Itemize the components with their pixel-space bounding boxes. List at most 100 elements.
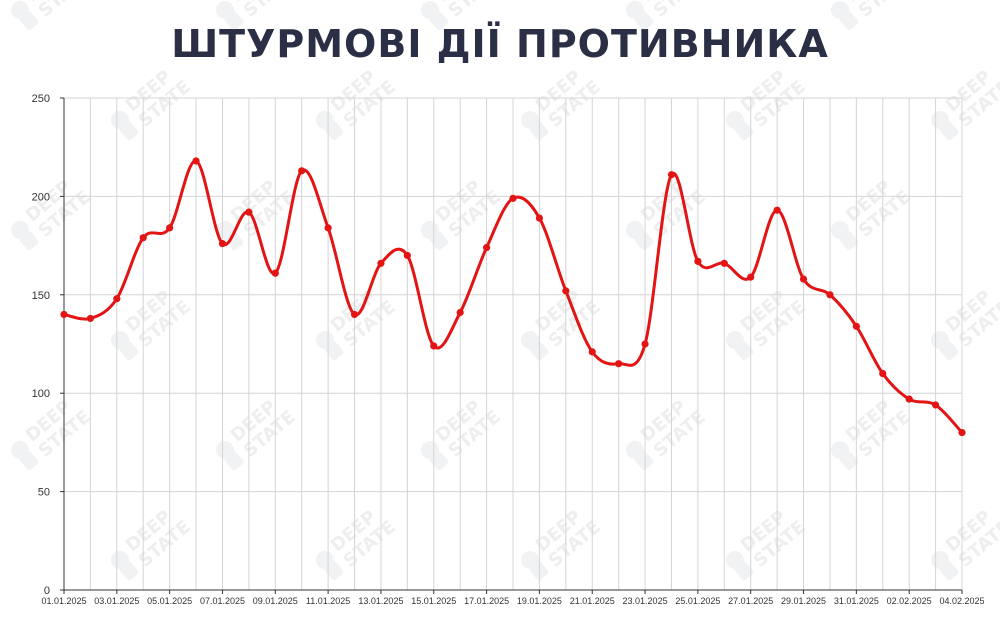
watermark-icon xyxy=(111,111,129,129)
y-tick-label: 50 xyxy=(38,487,50,499)
watermark-icon xyxy=(421,441,439,459)
watermark-icon-body xyxy=(324,561,344,581)
data-point xyxy=(139,234,147,242)
x-tick-label: 17.01.2025 xyxy=(464,596,509,606)
data-point xyxy=(905,395,913,403)
data-point xyxy=(615,360,623,368)
watermark-icon-body xyxy=(429,451,449,471)
watermark-icon-body xyxy=(19,451,39,471)
watermark-icon xyxy=(316,551,334,569)
data-point xyxy=(562,287,570,295)
data-point xyxy=(879,369,887,378)
watermark-icon-body xyxy=(939,341,959,361)
watermark-icon xyxy=(521,551,539,569)
y-tick-label: 0 xyxy=(44,585,50,597)
watermark-icon xyxy=(316,331,334,349)
y-tick-label: 200 xyxy=(32,191,50,203)
watermark-icon xyxy=(626,221,644,239)
data-point xyxy=(192,157,200,165)
watermark-icon xyxy=(11,1,29,19)
data-point xyxy=(86,314,95,323)
watermark-icon xyxy=(521,331,539,349)
x-tick-label: 11.01.2025 xyxy=(306,596,350,606)
y-tick-label: 250 xyxy=(32,93,50,105)
watermark-icon xyxy=(316,111,334,129)
watermark-icon-body xyxy=(939,561,959,581)
x-tick-label: 23.01.2025 xyxy=(623,596,668,606)
watermark-icon-body xyxy=(734,341,754,361)
watermark-text: STATE xyxy=(35,0,95,22)
watermark-icon-body xyxy=(634,451,654,471)
x-tick-label: 29.01.2025 xyxy=(781,596,826,606)
y-tick-label: 150 xyxy=(32,290,50,302)
watermark-icon xyxy=(11,441,29,459)
watermark-icon-body xyxy=(19,231,39,251)
data-point xyxy=(166,224,174,232)
data-point xyxy=(298,167,306,175)
data-point xyxy=(60,310,68,319)
data-point xyxy=(509,194,517,202)
x-tick-label: 03.01.2025 xyxy=(94,596,139,606)
watermark-text: STATE xyxy=(855,0,915,22)
watermark-icon-body xyxy=(939,121,959,141)
watermark-icon-body xyxy=(839,451,859,471)
watermark-icon-body xyxy=(839,11,859,31)
x-tick-label: 13.01.2025 xyxy=(358,596,403,606)
x-tick-label: 19.01.2025 xyxy=(517,596,562,606)
x-tick-label: 21.01.2025 xyxy=(570,596,615,606)
watermark-icon-body xyxy=(734,121,754,141)
data-point xyxy=(245,208,253,216)
x-tick-label: 09.01.2025 xyxy=(253,596,298,606)
x-tick-label: 05.01.2025 xyxy=(147,596,192,606)
watermark-icon xyxy=(831,221,849,239)
data-point xyxy=(852,322,860,330)
page-title: ШТУРМОВІ ДІЇ ПРОТИВНИКА xyxy=(171,22,829,66)
watermark-icon xyxy=(421,221,439,239)
data-point xyxy=(773,206,781,214)
watermark-text: STATE xyxy=(445,0,505,22)
data-point xyxy=(799,275,808,283)
data-point xyxy=(271,269,279,277)
data-point xyxy=(588,348,596,356)
data-point xyxy=(403,251,411,260)
data-point xyxy=(535,214,544,222)
series-line xyxy=(62,159,964,435)
watermark-icon xyxy=(726,331,744,349)
data-point xyxy=(482,243,491,252)
watermark-icon-body xyxy=(839,231,859,251)
watermark-icon xyxy=(216,441,234,459)
x-tick-labels: 01.01.2025 03.01.2025 05.01.2025 07.01.2025… xyxy=(41,590,985,606)
watermark-icon-body xyxy=(634,11,654,31)
watermark-icon-body xyxy=(429,231,449,251)
watermark-icon xyxy=(626,1,644,19)
y-tick-labels: 0 50 100 150 200 250 xyxy=(32,93,64,597)
watermark-icon-body xyxy=(324,341,344,361)
watermark-icon-body xyxy=(19,11,39,31)
data-point xyxy=(694,257,702,265)
watermark-icon-body xyxy=(224,231,244,251)
watermark-icon-body xyxy=(119,561,139,581)
watermark-icon-body xyxy=(224,451,244,471)
watermark-icon xyxy=(831,441,849,459)
watermark-icon-body xyxy=(119,341,139,361)
watermark-icon-body xyxy=(429,11,449,31)
x-tick-label: 25.01.2025 xyxy=(675,596,720,606)
x-tick-label: 04.02.2025 xyxy=(939,596,984,606)
x-tick-label: 07.01.2025 xyxy=(200,596,245,606)
data-point xyxy=(720,259,728,267)
x-tick-label: 31.01.2025 xyxy=(834,596,879,606)
